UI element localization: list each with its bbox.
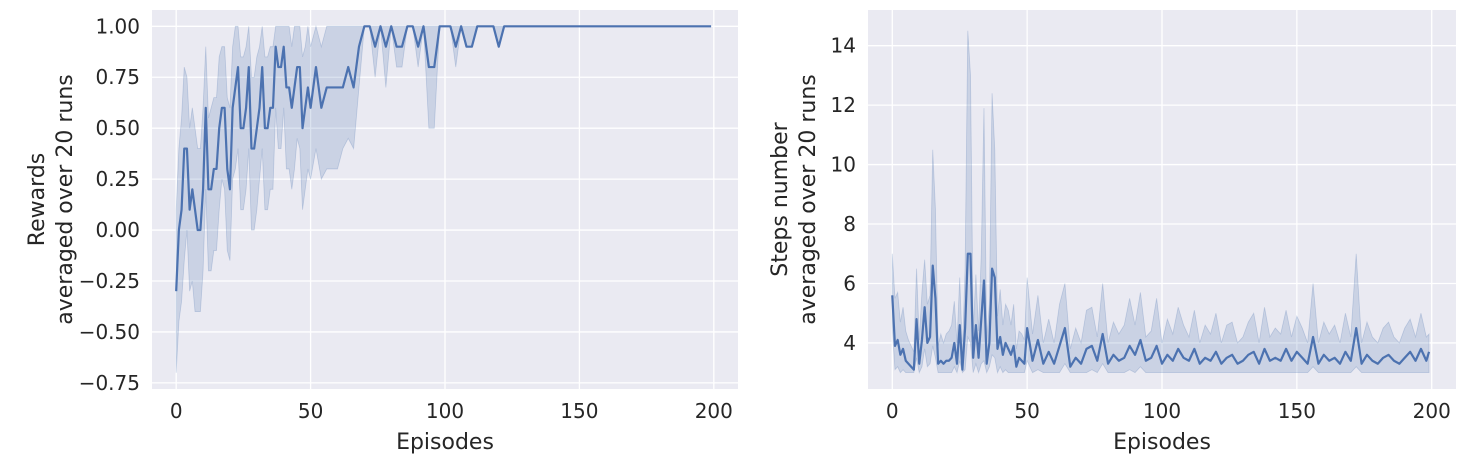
y-tick-label: 0.50 xyxy=(95,116,140,140)
y-tick-label: 0.00 xyxy=(95,218,140,242)
y-axis-title: Steps number xyxy=(768,121,793,276)
y-axis-title: averaged over 20 runs xyxy=(796,74,821,324)
x-tick-label: 150 xyxy=(560,399,598,423)
mean-line xyxy=(891,252,1431,371)
x-tick-label: 200 xyxy=(1413,399,1451,423)
x-tick-label: 200 xyxy=(695,399,733,423)
y-tick-label: 6 xyxy=(843,271,856,295)
x-tick-label: 150 xyxy=(1278,399,1316,423)
x-axis-title: Episodes xyxy=(1113,430,1211,455)
x-tick-label: 100 xyxy=(1143,399,1181,423)
y-axis-title: Rewards xyxy=(25,153,50,246)
y-tick-label: 8 xyxy=(843,212,856,236)
y-tick-label: 12 xyxy=(831,93,856,117)
y-tick-label: 0.75 xyxy=(95,65,140,89)
y-tick-label: 10 xyxy=(831,153,856,177)
x-tick-label: 50 xyxy=(298,399,323,423)
steps-chart: 0 50 100 150 200 4 6 8 10 12 14 Episodes Steps numbe… xyxy=(768,10,1456,455)
x-tick-label: 100 xyxy=(426,399,464,423)
y-tick-label: 1.00 xyxy=(95,14,140,38)
mean-line xyxy=(175,25,712,292)
x-axis-title: Episodes xyxy=(396,430,494,455)
y-tick-label: 14 xyxy=(831,34,856,58)
confidence-band xyxy=(891,30,1430,375)
x-tick-label: 50 xyxy=(1014,399,1039,423)
y-axis-title: averaged over 20 runs xyxy=(53,74,78,324)
rewards-chart: 0 50 100 150 200 −0.75 −0.50 −0.25 0.00 0.25 0.50 0… xyxy=(25,10,738,455)
y-tick-label: 0.25 xyxy=(95,167,140,191)
x-tick-label: 0 xyxy=(886,399,899,423)
x-tick-label: 0 xyxy=(170,399,183,423)
y-tick-label: −0.25 xyxy=(79,269,140,293)
y-tick-label: −0.50 xyxy=(79,320,140,344)
y-tick-label: 4 xyxy=(843,331,856,355)
y-tick-label: −0.75 xyxy=(79,371,140,395)
